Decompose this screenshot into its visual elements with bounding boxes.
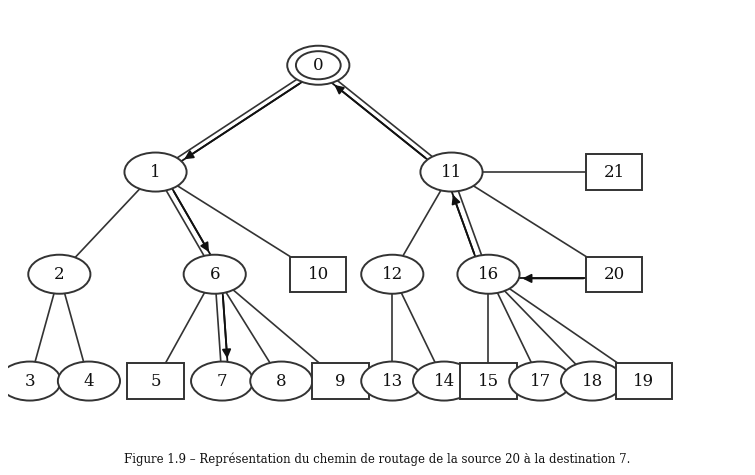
Text: 15: 15 (478, 372, 499, 390)
Bar (616, 363, 672, 399)
Circle shape (191, 361, 253, 400)
Circle shape (509, 361, 572, 400)
Text: 13: 13 (382, 372, 403, 390)
Text: 12: 12 (382, 266, 403, 283)
Circle shape (421, 152, 482, 191)
Text: 20: 20 (604, 266, 625, 283)
Bar (313, 363, 368, 399)
Circle shape (361, 361, 424, 400)
Circle shape (287, 46, 350, 85)
Circle shape (183, 255, 246, 294)
Text: 6: 6 (209, 266, 220, 283)
Text: 18: 18 (581, 372, 602, 390)
Text: Figure 1.9 – Représentation du chemin de routage de la source 20 à la destinatio: Figure 1.9 – Représentation du chemin de… (125, 452, 630, 466)
Text: 2: 2 (54, 266, 65, 283)
Text: 9: 9 (335, 372, 346, 390)
Text: 10: 10 (308, 266, 329, 283)
Text: 16: 16 (478, 266, 499, 283)
Text: 8: 8 (276, 372, 287, 390)
Circle shape (361, 255, 424, 294)
Text: 7: 7 (217, 372, 227, 390)
Circle shape (296, 51, 341, 79)
Bar (128, 363, 183, 399)
Circle shape (413, 361, 475, 400)
Text: 0: 0 (313, 57, 324, 74)
Text: 1: 1 (150, 163, 161, 180)
Circle shape (458, 255, 519, 294)
Bar (290, 256, 347, 292)
Text: 21: 21 (604, 163, 625, 180)
Circle shape (0, 361, 61, 400)
Circle shape (125, 152, 186, 191)
Text: 4: 4 (84, 372, 94, 390)
Circle shape (561, 361, 623, 400)
Circle shape (28, 255, 91, 294)
Text: 3: 3 (24, 372, 35, 390)
Text: 19: 19 (633, 372, 655, 390)
Circle shape (250, 361, 313, 400)
Bar (586, 256, 643, 292)
Text: 11: 11 (441, 163, 462, 180)
Text: 14: 14 (433, 372, 455, 390)
Bar (461, 363, 516, 399)
Text: 5: 5 (150, 372, 161, 390)
Bar (586, 154, 643, 190)
Circle shape (58, 361, 120, 400)
Text: 17: 17 (530, 372, 551, 390)
